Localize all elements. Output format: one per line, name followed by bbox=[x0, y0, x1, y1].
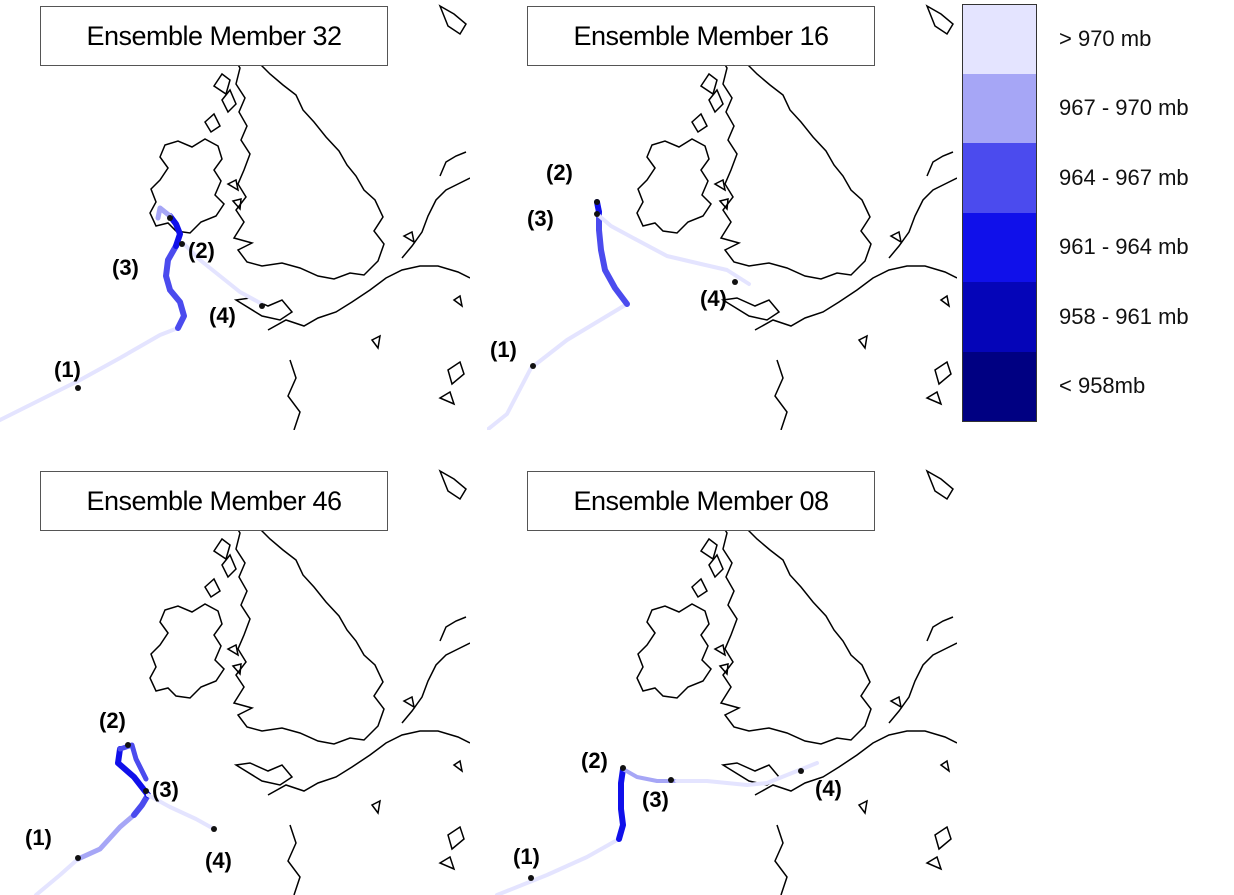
track-label-1: (1) bbox=[25, 825, 52, 850]
track-segment bbox=[596, 209, 630, 307]
legend-swatch bbox=[962, 73, 1037, 144]
track-segment bbox=[0, 326, 180, 422]
track-point bbox=[211, 826, 217, 832]
track-label-1: (1) bbox=[490, 337, 517, 362]
track-point bbox=[594, 199, 600, 205]
legend-swatch bbox=[962, 282, 1037, 352]
track-label-3: (3) bbox=[527, 206, 554, 231]
track-label-2: (2) bbox=[546, 160, 573, 185]
track-point bbox=[530, 363, 536, 369]
map-panel-member-16: Ensemble Member 16 (1) (2) (3) (4) bbox=[487, 0, 957, 430]
track-segment bbox=[34, 857, 80, 895]
legend-item: 958 - 961 mb bbox=[962, 282, 1234, 352]
storm-track bbox=[495, 761, 819, 895]
track-point bbox=[528, 875, 534, 881]
track-label-1: (1) bbox=[513, 844, 540, 869]
track-point bbox=[143, 788, 149, 794]
track-segment bbox=[616, 766, 626, 842]
storm-track bbox=[0, 205, 265, 422]
track-segment bbox=[167, 213, 183, 249]
legend-item: < 958mb bbox=[962, 351, 1234, 422]
legend-label: 964 - 967 mb bbox=[1059, 164, 1189, 190]
track-label-1: (1) bbox=[54, 357, 81, 382]
track-segment bbox=[115, 746, 151, 798]
track-segment bbox=[495, 837, 621, 895]
storm-track bbox=[34, 742, 217, 895]
track-segment bbox=[146, 793, 216, 831]
coastline bbox=[149, 4, 470, 430]
track-label-2: (2) bbox=[581, 748, 608, 773]
legend-swatch bbox=[962, 143, 1037, 213]
track-segment bbox=[182, 242, 264, 306]
legend-swatch bbox=[962, 351, 1037, 422]
track-segment bbox=[595, 212, 751, 286]
track-point bbox=[732, 279, 738, 285]
track-label-2: (2) bbox=[188, 238, 215, 263]
pressure-legend: > 970 mb 967 - 970 mb 964 - 967 mb 961 -… bbox=[962, 4, 1234, 422]
track-label-2: (2) bbox=[99, 708, 126, 733]
legend-label: < 958mb bbox=[1059, 373, 1146, 399]
legend-label: 961 - 964 mb bbox=[1059, 234, 1189, 260]
storm-track bbox=[487, 199, 751, 430]
track-segment bbox=[675, 761, 819, 787]
track-point bbox=[75, 385, 81, 391]
track-label-4: (4) bbox=[700, 286, 727, 311]
legend-label: > 970 mb bbox=[1059, 25, 1152, 51]
track-label-4: (4) bbox=[815, 776, 842, 801]
legend-label: 967 - 970 mb bbox=[1059, 95, 1189, 121]
panel-title: Ensemble Member 46 bbox=[40, 471, 388, 531]
map-canvas bbox=[495, 469, 957, 895]
track-point bbox=[594, 211, 600, 217]
track-point bbox=[668, 777, 674, 783]
track-segment bbox=[155, 205, 173, 221]
track-label-4: (4) bbox=[205, 848, 232, 873]
track-point bbox=[259, 303, 265, 309]
map-panel-member-32: Ensemble Member 32 (1) (2) (3) (4) bbox=[0, 0, 470, 430]
track-point bbox=[620, 765, 626, 771]
track-point bbox=[167, 215, 173, 221]
coastline bbox=[636, 4, 957, 430]
panel-title: Ensemble Member 08 bbox=[527, 471, 875, 531]
track-segment bbox=[621, 767, 679, 783]
track-segment bbox=[163, 243, 187, 331]
coastline bbox=[149, 469, 470, 895]
track-point bbox=[798, 768, 804, 774]
track-label-3: (3) bbox=[152, 777, 179, 802]
panel-title: Ensemble Member 16 bbox=[527, 6, 875, 66]
track-label-3: (3) bbox=[112, 255, 139, 280]
track-point bbox=[125, 742, 131, 748]
track-label-4: (4) bbox=[209, 303, 236, 328]
map-canvas bbox=[34, 469, 470, 895]
legend-item: 967 - 970 mb bbox=[962, 73, 1234, 144]
legend-item: > 970 mb bbox=[962, 4, 1234, 74]
coastline bbox=[636, 469, 957, 895]
legend-label: 958 - 961 mb bbox=[1059, 303, 1189, 329]
track-segment bbox=[75, 812, 137, 862]
track-segment bbox=[131, 792, 151, 818]
track-point bbox=[179, 241, 185, 247]
map-panel-member-46: Ensemble Member 46 (1) (2) (3) (4) bbox=[0, 465, 470, 895]
panel-title: Ensemble Member 32 bbox=[40, 6, 388, 66]
legend-item: 964 - 967 mb bbox=[962, 143, 1234, 213]
map-panel-member-08: Ensemble Member 08 (1) (2) (3) (4) bbox=[487, 465, 957, 895]
legend-swatch bbox=[962, 212, 1037, 283]
track-label-3: (3) bbox=[642, 787, 669, 812]
track-point bbox=[75, 855, 81, 861]
track-segment bbox=[487, 302, 629, 430]
legend-swatch bbox=[962, 4, 1037, 74]
legend-item: 961 - 964 mb bbox=[962, 212, 1234, 283]
